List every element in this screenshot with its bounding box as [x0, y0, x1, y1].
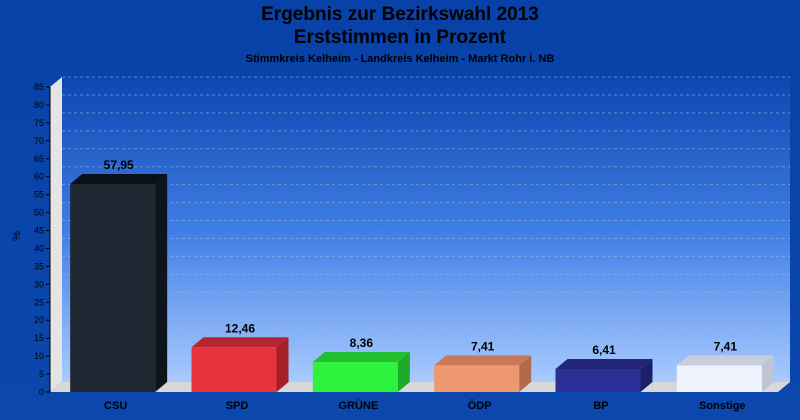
y-tick-label: 20 [34, 315, 44, 325]
bar-side [155, 174, 168, 392]
chart-title: Ergebnis zur Bezirkswahl 2013 [261, 4, 539, 25]
bar-side [276, 337, 289, 392]
y-tick-label: 45 [34, 226, 44, 236]
bar-grüne [312, 352, 410, 392]
x-tick-label: ÖDP [468, 399, 492, 412]
value-labels: 57,95 12,46 8,36 7,41 6,41 7,41 [104, 158, 738, 357]
chart-subtitle: Erststimmen in Prozent [293, 27, 507, 48]
y-tick-label: 75 [34, 118, 44, 128]
bar-front [70, 184, 156, 392]
plot-background [62, 77, 790, 382]
y-tick-label: 10 [34, 351, 44, 361]
bar-side [397, 352, 410, 392]
y-tick-label: 0 [39, 387, 44, 397]
bar-side [519, 355, 532, 392]
y-axis: 0 5 10 15 20 25 30 35 40 45 50 55 60 65 70 75 80 85 [34, 82, 51, 397]
bar-front [676, 365, 762, 392]
y-tick-label: 85 [34, 82, 44, 92]
value-label: 57,95 [104, 158, 134, 172]
value-label: 7,41 [714, 339, 738, 353]
y-tick-label: 55 [34, 190, 44, 200]
chart-subsubtitle: Stimmkreis Kelheim - Landkreis Kelheim -… [245, 53, 555, 65]
value-label: 7,41 [471, 339, 495, 353]
y-tick-label: 50 [34, 208, 44, 218]
bar-front [312, 362, 398, 392]
bar-sonstige [676, 355, 774, 392]
bar-front [434, 365, 520, 392]
bars [70, 174, 774, 392]
bar-bp [555, 358, 653, 392]
y-tick-label: 5 [39, 369, 44, 379]
x-tick-label: SPD [226, 400, 249, 412]
x-axis-labels: CSU SPD GRÜNE ÖDP BP Sonstige [104, 399, 746, 412]
bar-csu [70, 174, 168, 392]
bar-ödp [434, 355, 532, 392]
y-tick-label: 65 [34, 154, 44, 164]
x-tick-label: BP [593, 400, 608, 412]
bar-side [640, 358, 653, 392]
bar-top [676, 355, 774, 366]
y-tick-label: 70 [34, 136, 44, 146]
value-label: 12,46 [225, 321, 255, 335]
bar-side [761, 355, 774, 392]
bar-spd [191, 337, 289, 392]
x-tick-label: GRÜNE [338, 399, 378, 412]
value-label: 6,41 [592, 343, 616, 357]
value-label: 8,36 [350, 336, 374, 350]
bar-front [555, 368, 641, 392]
bar-top [312, 352, 410, 363]
bar-top [434, 355, 532, 366]
bar-top [191, 337, 289, 348]
y-tick-label: 35 [34, 261, 44, 271]
y-tick-label: 80 [34, 100, 44, 110]
bar-top [555, 358, 653, 369]
y-tick-label: 30 [34, 279, 44, 289]
x-tick-label: Sonstige [699, 400, 745, 412]
x-tick-label: CSU [104, 400, 127, 412]
plot-left-wall [50, 77, 62, 392]
y-tick-label: 25 [34, 297, 44, 307]
y-tick-label: 60 [34, 172, 44, 182]
y-tick-label: 40 [34, 243, 44, 253]
bar-front [191, 347, 277, 392]
bar-top [70, 174, 168, 185]
y-tick-label: 15 [34, 333, 44, 343]
y-axis-label: % [11, 231, 23, 241]
grid-lines [62, 76, 790, 365]
plot-area [50, 77, 790, 392]
